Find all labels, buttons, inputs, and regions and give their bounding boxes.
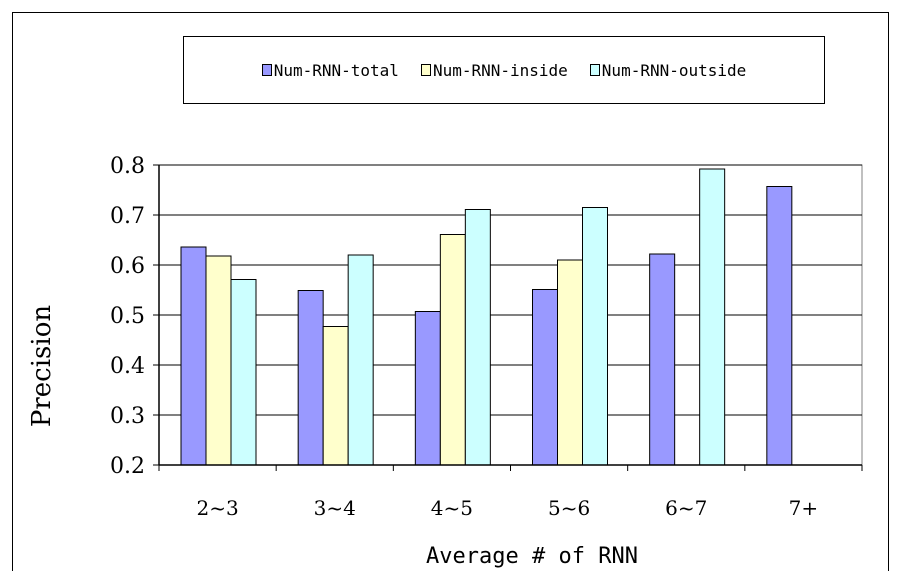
- bar-num-rnn-total-2: [414, 311, 441, 466]
- y-axis-title: Precision: [27, 305, 57, 427]
- y-tick-label: 0.6: [110, 254, 145, 279]
- axes: [153, 164, 863, 471]
- bar-num-rnn-inside-0: [205, 255, 232, 466]
- legend-item-inside: Num-RNN-inside: [420, 60, 568, 80]
- y-tick-label: 0.5: [110, 304, 145, 329]
- y-tick-labels: 0.2 0.3 0.4 0.5 0.6 0.7 0.8: [110, 154, 145, 479]
- bar-num-rnn-outside-4: [699, 168, 726, 466]
- bar-num-rnn-outside-1: [347, 254, 374, 466]
- y-tick-label: 0.4: [110, 354, 145, 379]
- bar-num-rnn-total-5: [766, 186, 793, 466]
- bar-num-rnn-total-3: [532, 289, 558, 466]
- legend: Num-RNN-total Num-RNN-inside Num-RNN-out…: [183, 36, 825, 104]
- y-tick-label: 0.8: [110, 154, 145, 179]
- x-tick-label: 4~5: [431, 496, 473, 520]
- legend-item-outside: Num-RNN-outside: [589, 60, 747, 80]
- legend-swatch-total: [261, 64, 272, 76]
- bar-num-rnn-total-4: [649, 253, 676, 466]
- bar-num-rnn-outside-2: [464, 209, 491, 466]
- bar-num-rnn-outside-0: [230, 279, 257, 466]
- bar-num-rnn-inside-2: [439, 234, 466, 466]
- bar-num-rnn-total-0: [180, 246, 207, 466]
- legend-label-total: Num-RNN-total: [273, 60, 399, 80]
- bars: [180, 168, 793, 466]
- x-tick-label: 5~6: [548, 496, 590, 520]
- x-tick-label: 3~4: [314, 496, 356, 520]
- legend-label-outside: Num-RNN-outside: [601, 60, 747, 80]
- legend-swatch-outside: [589, 64, 600, 76]
- legend-label-inside: Num-RNN-inside: [432, 60, 568, 80]
- legend-swatch-inside: [420, 64, 431, 76]
- y-tick-label: 0.3: [110, 404, 145, 429]
- x-axis-title: Average # of RNN: [426, 544, 638, 569]
- legend-item-total: Num-RNN-total: [261, 60, 399, 80]
- bar-num-rnn-outside-3: [582, 207, 608, 466]
- y-tick-label: 0.2: [110, 454, 145, 479]
- bar-num-rnn-inside-3: [557, 259, 583, 466]
- x-tick-label: 6~7: [665, 496, 707, 520]
- x-tick-labels: 2~3 3~4 4~5 5~6 6~7 7+: [196, 496, 818, 520]
- x-tick-label: 2~3: [196, 496, 238, 520]
- y-tick-label: 0.7: [110, 204, 145, 229]
- gridlines: [158, 164, 863, 466]
- bar-num-rnn-total-1: [297, 290, 324, 466]
- bar-num-rnn-inside-1: [322, 326, 349, 466]
- x-tick-label: 7+: [789, 496, 818, 520]
